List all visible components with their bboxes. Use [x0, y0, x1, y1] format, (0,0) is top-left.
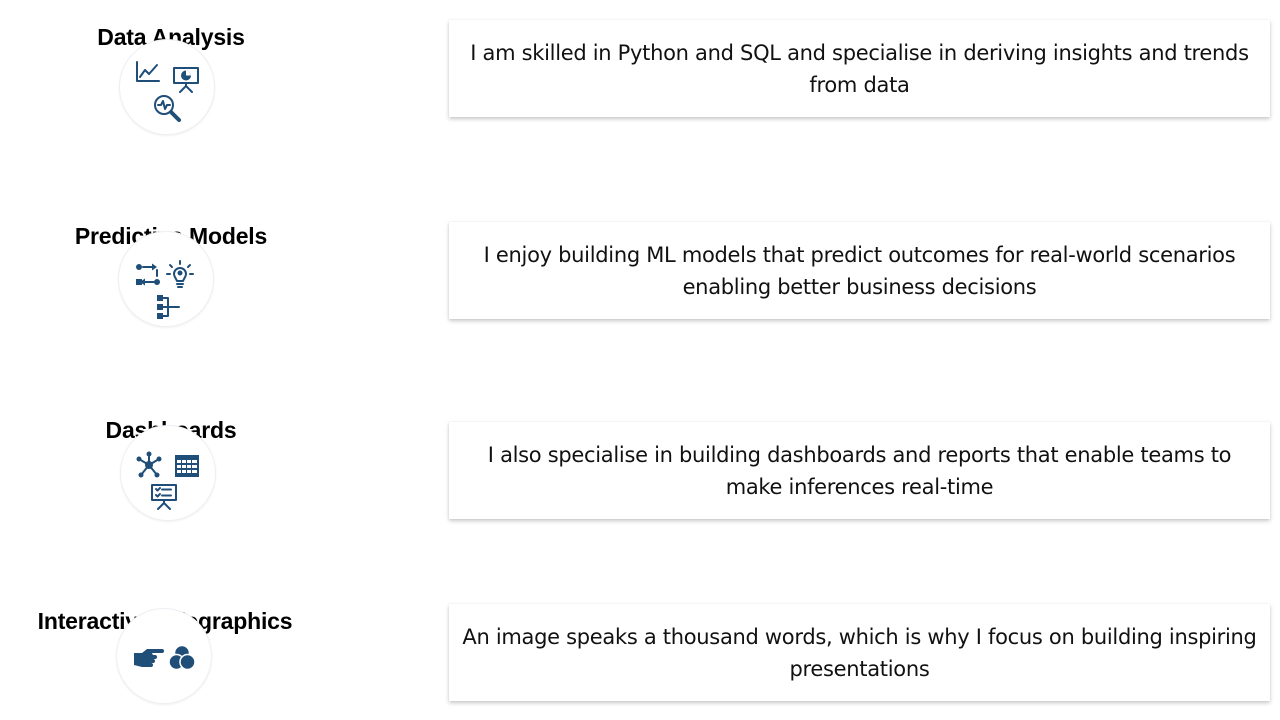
skill-description-card: I am skilled in Python and SQL and speci…	[449, 20, 1270, 117]
skill-description-card: An image speaks a thousand words, which …	[449, 604, 1270, 701]
skill-icon-circle	[120, 425, 216, 521]
skill-icon-circle	[116, 608, 212, 704]
skill-icon-circle	[119, 39, 215, 135]
skill-description: I am skilled in Python and SQL and speci…	[470, 40, 1249, 97]
presentation-checklist-icon	[151, 484, 177, 510]
network-hub-icon	[136, 451, 162, 478]
presentation-pie-icon	[173, 67, 199, 93]
calendar-grid-icon	[175, 455, 199, 477]
skill-description: I also specialise in building dashboards…	[487, 442, 1232, 499]
skill-description-card: I enjoy building ML models that predict …	[449, 222, 1270, 319]
flow-nodes-icon	[136, 263, 160, 286]
skill-description-card: I also specialise in building dashboards…	[449, 422, 1270, 519]
skill-description: I enjoy building ML models that predict …	[483, 242, 1236, 299]
hierarchy-icon	[157, 295, 180, 319]
pointing-hand-icon	[134, 649, 164, 667]
venn-circles-icon	[168, 644, 196, 671]
magnifier-pulse-icon	[154, 95, 181, 122]
lightbulb-gear-icon	[166, 260, 194, 288]
skill-icon-circle	[118, 231, 214, 327]
line-chart-icon	[136, 61, 160, 82]
skill-description: An image speaks a thousand words, which …	[462, 624, 1257, 681]
